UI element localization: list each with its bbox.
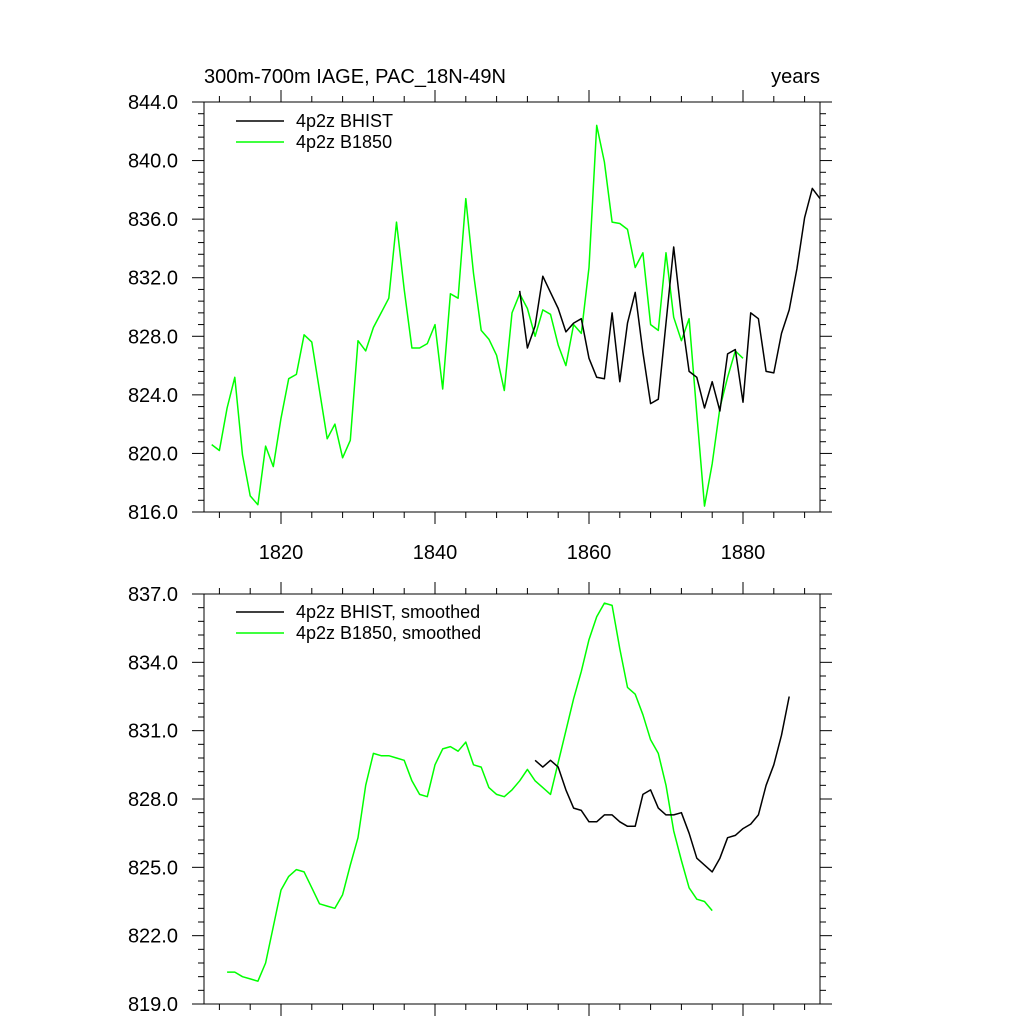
series-line-bhist <box>518 187 821 412</box>
y-tick-label: 816.0 <box>128 502 178 524</box>
top-axis-ticks <box>192 90 832 524</box>
bottom-panel: 819.0 822.0 825.0 828.0 831.0 834.0 837.0 4p2z… <box>128 582 832 1016</box>
bottom-series-lines <box>227 602 790 982</box>
y-tick-label: 836.0 <box>128 209 178 231</box>
top-legend: 4p2z BHIST 4p2z B1850 <box>236 111 393 152</box>
y-tick-label: 828.0 <box>128 326 178 348</box>
y-tick-label: 825.0 <box>128 857 178 879</box>
series-line-bhist-smoothed <box>534 696 790 873</box>
x-tick-label: 1860 <box>567 542 612 564</box>
y-tick-label: 844.0 <box>128 92 178 114</box>
legend-label-bhist-smoothed: 4p2z BHIST, smoothed <box>296 602 480 622</box>
series-line-b1850 <box>211 124 744 507</box>
top-panel: 300m-700m IAGE, PAC_18N-49N years 816.08… <box>128 66 832 564</box>
y-tick-label: 819.0 <box>128 994 178 1016</box>
y-tick-label: 834.0 <box>128 652 178 674</box>
x-tick-label: 1880 <box>721 542 766 564</box>
legend-label-bhist: 4p2z BHIST <box>296 111 393 131</box>
x-tick-label: 1820 <box>259 542 304 564</box>
series-line-b1850-smoothed <box>227 602 713 982</box>
y-tick-label: 840.0 <box>128 151 178 173</box>
legend-label-b1850: 4p2z B1850 <box>296 132 392 152</box>
y-tick-label: 824.0 <box>128 385 178 407</box>
bottom-legend: 4p2z BHIST, smoothed 4p2z B1850, smoothe… <box>236 602 481 643</box>
y-tick-label: 820.0 <box>128 443 178 465</box>
top-panel-title: 300m-700m IAGE, PAC_18N-49N <box>204 66 506 88</box>
bottom-plot-frame <box>203 593 821 1005</box>
top-panel-units: years <box>771 66 820 88</box>
y-tick-label: 832.0 <box>128 268 178 290</box>
x-tick-label: 1840 <box>413 542 458 564</box>
y-tick-label: 828.0 <box>128 789 178 811</box>
bottom-y-tick-labels: 819.0 822.0 825.0 828.0 831.0 834.0 837.0 <box>128 584 178 1016</box>
y-tick-label: 831.0 <box>128 721 178 743</box>
legend-label-b1850-smoothed: 4p2z B1850, smoothed <box>296 623 481 643</box>
top-y-tick-labels: 816.0 820.0 824.0 828.0 832.0 836.0 840.0 844.0 <box>128 92 178 524</box>
y-tick-label: 837.0 <box>128 584 178 606</box>
y-tick-label: 822.0 <box>128 926 178 948</box>
bottom-axis-ticks <box>192 582 832 1016</box>
top-series-lines <box>211 124 821 507</box>
top-x-tick-labels: 1820 1840 1860 1880 <box>259 542 766 564</box>
top-plot-frame <box>203 101 821 513</box>
